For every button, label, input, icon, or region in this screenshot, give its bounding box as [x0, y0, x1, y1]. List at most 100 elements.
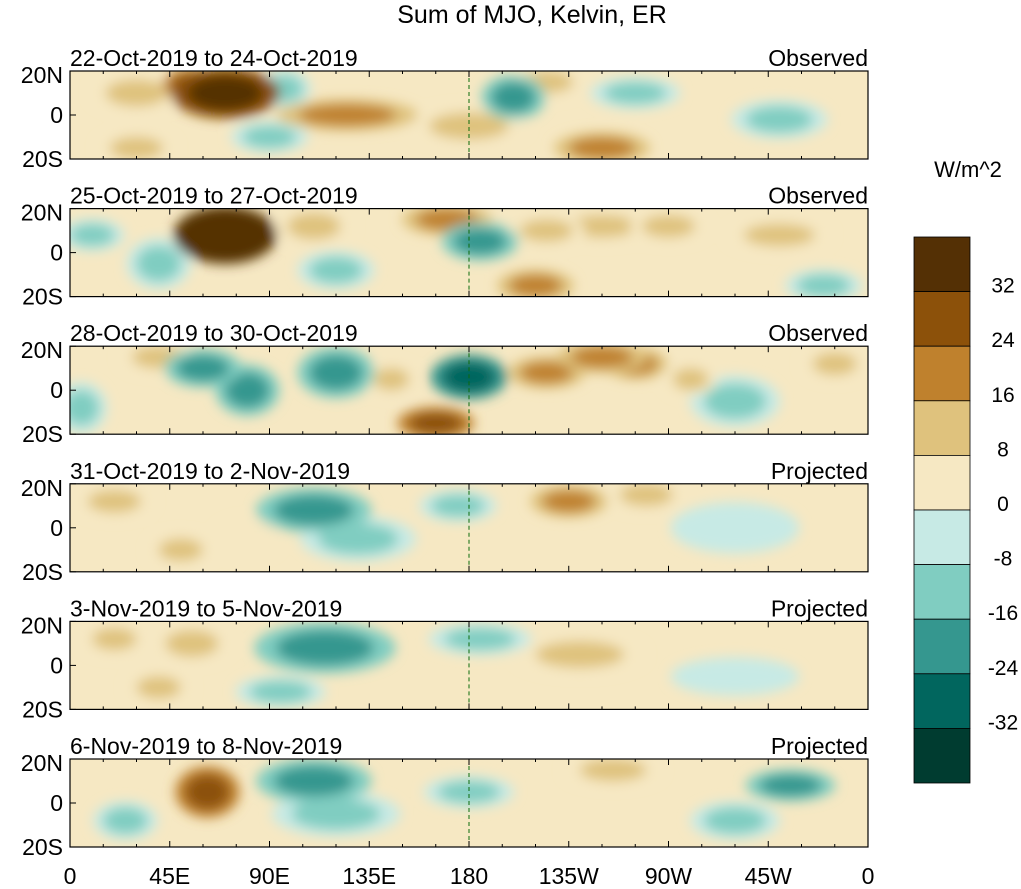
map-panel: 22-Oct-2019 to 24-Oct-2019 Observed 20N 0 20…	[21, 45, 869, 172]
panel-period-label: 3-Nov-2019 to 5-Nov-2019	[70, 595, 342, 621]
colorbar-tick-label: -8	[994, 548, 1013, 571]
x-axis: 0 45E 90E 135E 180 135W 90W 45W 0	[64, 863, 875, 889]
anomaly-core	[309, 355, 363, 391]
anomaly-core	[92, 628, 137, 650]
anomaly-core	[743, 224, 815, 246]
panel-period-label: 22-Oct-2019 to 24-Oct-2019	[70, 45, 358, 71]
y-tick-label: 0	[50, 102, 63, 128]
colorbar-swatch	[913, 400, 971, 456]
y-tick-label: 0	[50, 240, 63, 266]
anomaly-core	[298, 104, 396, 126]
colorbar-swatch	[913, 454, 971, 511]
anomaly-core	[491, 82, 536, 113]
anomaly-core	[249, 680, 312, 703]
map-panel: 6-Nov-2019 to 8-Nov-2019 Projected 20N 0 20S	[21, 733, 869, 860]
y-tick-label: 20S	[22, 834, 63, 860]
y-tick-label: 20N	[21, 475, 63, 501]
anomaly-core	[105, 79, 168, 107]
y-tick-label: 20N	[21, 337, 63, 363]
anomaly-core	[276, 630, 374, 666]
map-panel: 31-Oct-2019 to 2-Nov-2019 Projected 20N 0 20…	[21, 458, 869, 585]
anomaly-core	[136, 676, 181, 699]
colorbar-label: W/m^2	[934, 157, 1002, 182]
panel-type-label: Observed	[768, 320, 868, 346]
x-tick-label: 45W	[745, 863, 793, 889]
anomaly-core	[103, 807, 148, 834]
y-tick-label: 20N	[21, 200, 63, 226]
x-tick-label: 135W	[539, 863, 599, 889]
anomaly-core	[542, 490, 596, 513]
x-tick-label: 135E	[342, 863, 396, 889]
anomaly-core	[136, 246, 181, 282]
y-tick-label: 0	[50, 652, 63, 678]
anomaly-core	[703, 807, 767, 834]
anomaly-core	[185, 774, 230, 810]
colorbar-tick-label: 8	[997, 438, 1009, 461]
anomaly-core	[690, 510, 780, 546]
anomaly-core	[746, 106, 813, 133]
panels: 22-Oct-2019 to 24-Oct-2019 Observed 20N 0 20…	[21, 45, 869, 860]
colorbar-swatch	[913, 236, 971, 292]
panel-period-label: 25-Oct-2019 to 27-Oct-2019	[70, 183, 358, 209]
anomaly-core	[519, 219, 574, 242]
anomaly-core	[570, 346, 634, 369]
y-tick-label: 20N	[21, 612, 63, 638]
anomaly-core	[70, 224, 115, 246]
anomaly-core	[703, 383, 767, 419]
anomaly-core	[273, 494, 354, 526]
anomaly-core	[109, 137, 164, 159]
anomaly-core	[812, 352, 857, 375]
colorbar: W/m^2 32 24 16 8 0 -8 -16 -24 -32	[913, 157, 1019, 784]
x-tick-label: 45E	[149, 863, 190, 889]
colorbar-swatch	[913, 618, 971, 675]
colorbar-swatch	[913, 345, 971, 402]
anomaly-core	[189, 215, 261, 255]
anomaly-core	[273, 765, 354, 797]
panel-type-label: Projected	[771, 595, 868, 621]
colorbar-swatch	[913, 564, 971, 620]
colorbar-tick-label: -32	[988, 711, 1018, 734]
anomaly-core	[641, 215, 696, 238]
anomaly-core	[287, 213, 341, 240]
colorbar-tick-label: 16	[991, 384, 1014, 407]
anomaly-core	[672, 368, 709, 391]
panel-type-label: Projected	[771, 458, 868, 484]
y-tick-label: 20N	[21, 750, 63, 776]
anomaly-core	[87, 490, 141, 513]
anomaly-core	[242, 126, 297, 148]
anomaly-core	[519, 361, 574, 384]
anomaly-core	[690, 663, 780, 690]
map-panel: 28-Oct-2019 to 30-Oct-2019 Observed 20N 0 20…	[21, 320, 869, 447]
anomaly-core	[291, 798, 381, 830]
x-tick-label: 180	[450, 863, 488, 889]
colorbar-tick-label: -24	[988, 657, 1019, 680]
map-panel: 3-Nov-2019 to 5-Nov-2019 Projected 20N 0 20S	[21, 595, 869, 722]
x-tick-label: 90W	[645, 863, 693, 889]
colorbar-swatch	[913, 509, 971, 565]
anomaly-core	[759, 774, 822, 797]
y-tick-label: 0	[50, 515, 63, 541]
y-tick-label: 20N	[21, 62, 63, 88]
x-tick-label: 0	[64, 863, 77, 889]
colorbar-swatch	[913, 728, 971, 784]
anomaly-core	[225, 525, 270, 552]
colorbar-swatch	[913, 291, 971, 347]
y-tick-label: 20S	[22, 559, 63, 585]
anomaly-core	[431, 494, 485, 517]
anomaly-core	[508, 274, 563, 297]
anomaly-core	[797, 274, 851, 297]
anomaly-core	[70, 390, 99, 426]
panel-period-label: 6-Nov-2019 to 8-Nov-2019	[70, 733, 342, 759]
panel-period-label: 28-Oct-2019 to 30-Oct-2019	[70, 320, 358, 346]
anomaly-core	[568, 137, 636, 159]
anomaly-core	[437, 781, 501, 803]
anomaly-core	[444, 628, 516, 650]
anomaly-core	[165, 630, 219, 657]
anomaly-core	[535, 641, 625, 668]
y-tick-label: 20S	[22, 284, 63, 310]
anomaly-core	[225, 372, 270, 408]
colorbar-swatch	[913, 673, 971, 729]
panel-type-label: Projected	[771, 733, 868, 759]
colorbar-tick-label: 24	[991, 329, 1015, 352]
